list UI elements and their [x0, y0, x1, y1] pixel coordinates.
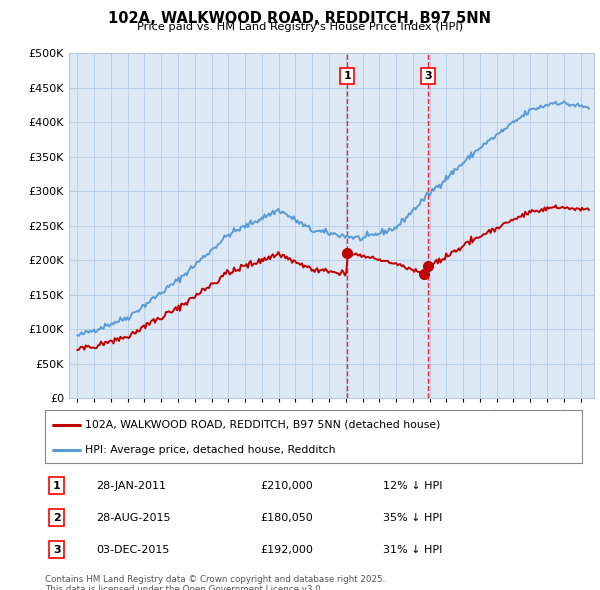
Text: 1: 1 — [53, 481, 61, 490]
Text: 28-JAN-2011: 28-JAN-2011 — [96, 481, 166, 490]
Text: Contains HM Land Registry data © Crown copyright and database right 2025.
This d: Contains HM Land Registry data © Crown c… — [45, 575, 385, 590]
Text: 12% ↓ HPI: 12% ↓ HPI — [383, 481, 443, 490]
Text: £180,050: £180,050 — [260, 513, 313, 523]
Text: HPI: Average price, detached house, Redditch: HPI: Average price, detached house, Redd… — [85, 445, 336, 455]
Text: 102A, WALKWOOD ROAD, REDDITCH, B97 5NN (detached house): 102A, WALKWOOD ROAD, REDDITCH, B97 5NN (… — [85, 420, 440, 430]
Text: 31% ↓ HPI: 31% ↓ HPI — [383, 545, 443, 555]
Text: 3: 3 — [424, 71, 432, 81]
Text: 2: 2 — [53, 513, 61, 523]
Text: Price paid vs. HM Land Registry's House Price Index (HPI): Price paid vs. HM Land Registry's House … — [137, 22, 463, 32]
Text: 102A, WALKWOOD ROAD, REDDITCH, B97 5NN: 102A, WALKWOOD ROAD, REDDITCH, B97 5NN — [109, 11, 491, 25]
Text: 35% ↓ HPI: 35% ↓ HPI — [383, 513, 443, 523]
Text: 03-DEC-2015: 03-DEC-2015 — [96, 545, 169, 555]
Text: £210,000: £210,000 — [260, 481, 313, 490]
Text: 28-AUG-2015: 28-AUG-2015 — [96, 513, 170, 523]
Text: 3: 3 — [53, 545, 61, 555]
Text: £192,000: £192,000 — [260, 545, 313, 555]
Text: 1: 1 — [343, 71, 351, 81]
